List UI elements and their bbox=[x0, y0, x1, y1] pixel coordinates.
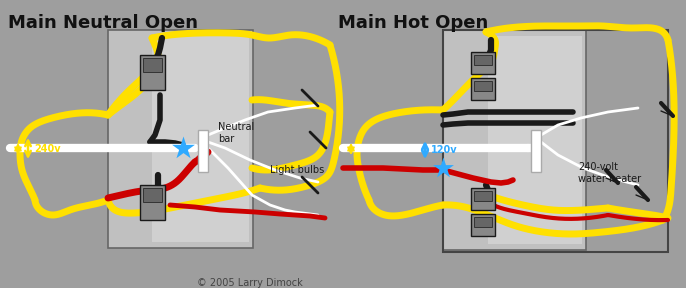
Bar bbox=[474, 217, 492, 227]
Bar bbox=[471, 214, 495, 236]
Point bbox=[178, 146, 189, 150]
Text: 120v: 120v bbox=[431, 145, 458, 155]
Bar bbox=[143, 188, 162, 202]
Text: Light bulbs: Light bulbs bbox=[270, 165, 324, 175]
Bar bbox=[474, 191, 492, 201]
Text: Main Neutral Open: Main Neutral Open bbox=[8, 14, 198, 32]
Bar bbox=[531, 130, 541, 172]
Point bbox=[438, 166, 449, 170]
Bar bbox=[143, 58, 162, 72]
Bar bbox=[198, 130, 208, 172]
Bar bbox=[474, 55, 492, 65]
Bar bbox=[140, 185, 165, 220]
Bar bbox=[471, 188, 495, 210]
Bar bbox=[152, 36, 249, 242]
Bar bbox=[108, 30, 253, 248]
Bar bbox=[443, 30, 668, 252]
Bar bbox=[140, 55, 165, 90]
Text: Neutral
bar: Neutral bar bbox=[218, 122, 255, 144]
Text: © 2005 Larry Dimock: © 2005 Larry Dimock bbox=[197, 278, 303, 288]
Bar bbox=[443, 30, 586, 250]
Bar bbox=[471, 52, 495, 74]
Bar bbox=[488, 36, 582, 244]
Text: Main Hot Open: Main Hot Open bbox=[338, 14, 488, 32]
Bar bbox=[471, 78, 495, 100]
Text: 240-volt
water heater: 240-volt water heater bbox=[578, 162, 641, 184]
Text: 240v: 240v bbox=[34, 144, 60, 154]
Bar bbox=[474, 81, 492, 91]
